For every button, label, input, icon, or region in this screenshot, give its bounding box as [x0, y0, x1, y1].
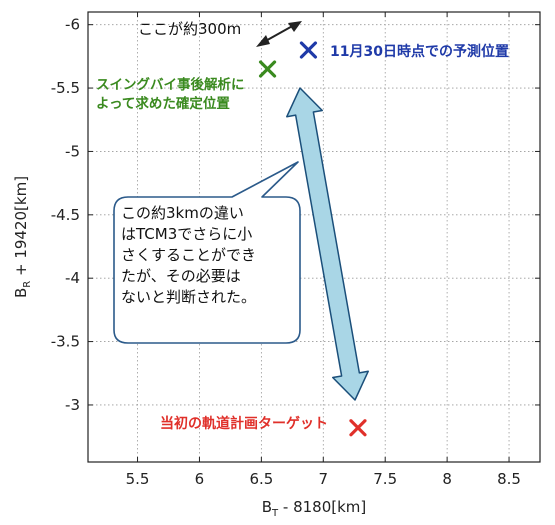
x-tick-label: 8.5: [497, 470, 521, 488]
y-tick-label: -4.5: [51, 206, 80, 224]
x-tick-label: 6.5: [249, 470, 273, 488]
y-tick-label: -3: [65, 396, 80, 414]
confirmed-point: [258, 60, 277, 78]
target-point-stroke-b: [349, 419, 367, 437]
predicted-label: 11月30日時点での予測位置: [330, 43, 509, 60]
x-tick-label: 8: [442, 470, 452, 488]
y-axis-label-rest: + 19420[km]: [12, 176, 30, 281]
predicted-point: [299, 41, 318, 59]
bubble-line-4: たが、その必要は: [121, 267, 241, 285]
y-tick-label: -4: [65, 269, 80, 287]
x-tick-label: 6: [195, 470, 205, 488]
y-axis-label-sub: R: [22, 281, 33, 288]
bubble-text: この約3kmの違い はTCM3でさらに小 さくすることができ たが、その必要は …: [121, 203, 293, 308]
distance-arrow-3km: [286, 87, 369, 401]
axes-layer: 5.5 6 6.5 7 7.5 8 8.5-6-5.5-5-4.5-4-3.5-3BT - …: [12, 11, 541, 519]
bubble-line-1: この約3kmの違い: [121, 204, 244, 222]
distance-arrow-300m-head-left: [256, 35, 270, 47]
bubble-line-2: はTCM3でさらに小: [121, 225, 253, 243]
speech-bubble: [113, 161, 301, 344]
x-axis-label-sub: T: [271, 508, 279, 519]
confirmed-label-line1: スイングバイ事後解析に: [96, 76, 245, 93]
label-layer: ここが約300m 11月30日時点での予測位置スイングバイ事後解析によって求めた確…: [96, 20, 509, 432]
bubble-line-3: さくすることができ: [121, 246, 257, 264]
y-axis-label-main: B: [12, 288, 30, 298]
distance-arrow-300m-head-right: [288, 21, 302, 32]
distance-label-300m: ここが約300m: [138, 20, 241, 38]
points-layer: [258, 41, 367, 437]
plot-frame: [87, 11, 541, 463]
y-tick-label: -6: [65, 16, 80, 34]
x-tick-label: 5.5: [126, 470, 150, 488]
y-axis-label: BR + 19420[km]: [12, 176, 33, 298]
confirmed-label-line2: よって求めた確定位置: [96, 95, 230, 112]
bubble-line-5: ないと判断された。: [121, 288, 257, 306]
x-axis-label-main: B: [262, 498, 272, 516]
y-tick-label: -3.5: [51, 333, 80, 351]
target-label: 当初の軌道計画ターゲット: [160, 415, 328, 432]
confirmed-point-stroke-b: [258, 60, 277, 78]
x-tick-label: 7: [319, 470, 329, 488]
y-tick-label: -5: [65, 142, 80, 160]
x-axis-label-rest: - 8180[km]: [278, 498, 366, 516]
x-tick-label: 7.5: [373, 470, 397, 488]
target-point: [349, 419, 367, 437]
x-axis-label: BT - 8180[km]: [262, 498, 367, 519]
y-tick-label: -5.5: [51, 79, 80, 97]
annotation-layer: [113, 21, 369, 401]
predicted-point-stroke-b: [299, 41, 318, 59]
